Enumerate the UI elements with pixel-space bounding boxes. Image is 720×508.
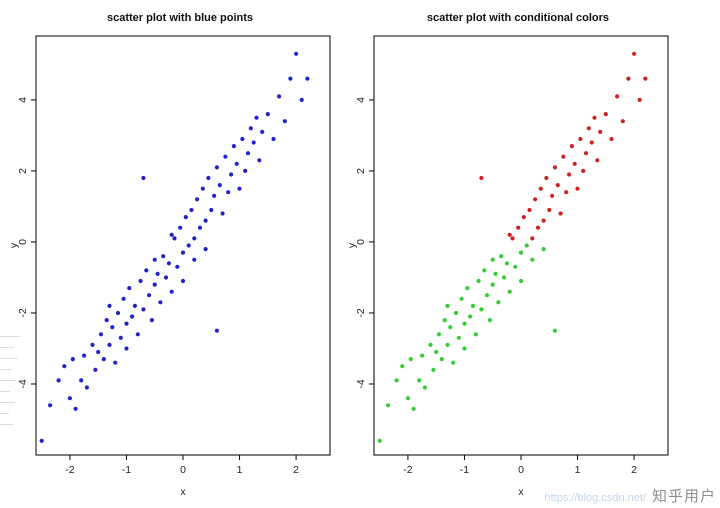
svg-text:-2: -2: [403, 464, 412, 476]
svg-text:0: 0: [355, 239, 367, 245]
svg-text:2: 2: [631, 464, 637, 476]
svg-text:2: 2: [17, 168, 29, 174]
scatter-plot-right: -2 -1 0 1 2 -4 -2 0 2 4 x y: [346, 35, 669, 498]
page-edge-artifact: [0, 336, 24, 435]
svg-text:4: 4: [17, 97, 29, 103]
svg-text:0: 0: [180, 464, 186, 476]
svg-text:1: 1: [575, 464, 581, 476]
svg-text:0: 0: [17, 239, 29, 245]
svg-text:0: 0: [518, 464, 524, 476]
plot-title-left: scatter plot with blue points: [106, 12, 254, 24]
plot-title-right: scatter plot with conditional colors: [426, 12, 610, 24]
svg-text:-1: -1: [460, 464, 469, 476]
svg-text:-4: -4: [355, 379, 367, 388]
svg-text:y: y: [8, 242, 20, 248]
svg-text:x: x: [180, 486, 186, 498]
scatter-panel-left: scatter plot with blue points -2 -1 0 1 2 -4-…: [6, 0, 354, 508]
svg-text:x: x: [518, 486, 524, 498]
svg-text:4: 4: [355, 97, 367, 103]
svg-text:2: 2: [293, 464, 299, 476]
svg-text:2: 2: [355, 168, 367, 174]
scatter-panel-right: scatter plot with conditional colors -2-…: [344, 0, 692, 508]
svg-text:-2: -2: [65, 464, 74, 476]
svg-text:-1: -1: [122, 464, 131, 476]
svg-text:-4: -4: [17, 379, 29, 388]
svg-text:-2: -2: [17, 308, 29, 317]
svg-text:y: y: [346, 242, 358, 248]
svg-text:1: 1: [237, 464, 243, 476]
svg-text:-2: -2: [355, 308, 367, 317]
scatter-plot-left: -2 -1 0 1 2 -4 -2 0 2 4 x y: [8, 35, 331, 498]
